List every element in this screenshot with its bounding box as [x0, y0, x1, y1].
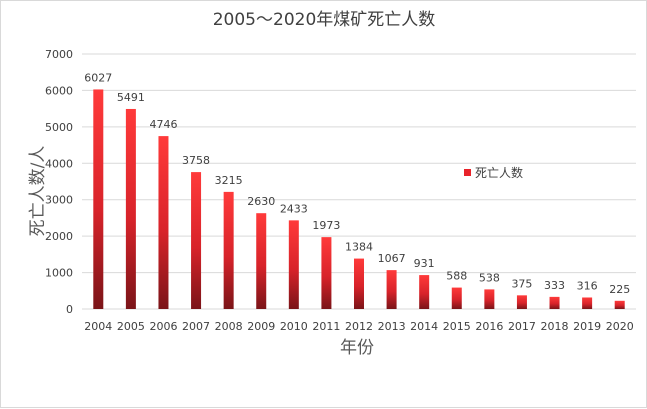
x-tick-label: 2014 [410, 320, 438, 333]
x-tick-label: 2013 [378, 320, 406, 333]
y-tick-label: 0 [66, 303, 73, 316]
y-tick-label: 2000 [45, 230, 73, 243]
chart-title: 2005～2020年煤矿死亡人数 [213, 10, 436, 30]
bar [256, 213, 267, 309]
bar [419, 275, 430, 309]
y-tick-label: 4000 [45, 157, 73, 170]
legend-swatch [464, 169, 471, 176]
bar [191, 172, 202, 309]
data-label: 5491 [117, 91, 145, 104]
data-labels: 6027 5491 4746 3758 3215 2630 2433 1973 1384 1067… [84, 71, 630, 295]
bar [223, 191, 234, 309]
data-label: 1384 [345, 241, 373, 254]
legend-label: 死亡人数 [475, 165, 523, 180]
bar [321, 237, 332, 309]
bar [354, 258, 364, 309]
bars [93, 89, 625, 310]
bar [614, 300, 625, 309]
grid-lines [82, 53, 636, 310]
x-tick-label: 2016 [475, 320, 503, 333]
y-tick-label: 5000 [45, 121, 73, 134]
data-label: 2433 [280, 202, 308, 215]
bar [549, 296, 560, 309]
y-axis-ticks: 0 1000 2000 3000 4000 5000 6000 7000 [45, 48, 73, 316]
x-tick-label: 2010 [280, 320, 308, 333]
data-label: 6027 [84, 71, 112, 84]
x-tick-label: 2006 [149, 320, 177, 333]
x-tick-label: 2012 [345, 320, 373, 333]
x-tick-label: 2018 [541, 320, 569, 333]
data-label: 588 [446, 270, 467, 283]
x-axis-ticks: 2004 2005 2006 2007 2008 2009 2010 2011 2012 2013… [84, 320, 633, 333]
data-label: 4746 [149, 118, 177, 131]
y-tick-label: 6000 [45, 84, 73, 97]
data-label: 225 [609, 283, 630, 296]
x-tick-label: 2019 [573, 320, 601, 333]
data-label: 3758 [182, 154, 210, 167]
bar [288, 220, 299, 309]
y-axis-title: 死亡人数/人 [28, 146, 48, 237]
data-label: 1973 [312, 219, 340, 232]
bar [582, 297, 593, 309]
data-label: 931 [414, 257, 435, 270]
x-tick-label: 2015 [443, 320, 471, 333]
legend: 死亡人数 [464, 165, 523, 180]
x-tick-label: 2011 [312, 320, 340, 333]
bar [125, 108, 136, 310]
y-tick-label: 3000 [45, 194, 73, 207]
x-axis-title: 年份 [340, 338, 374, 358]
y-tick-label: 1000 [45, 267, 73, 280]
data-label: 375 [511, 277, 532, 290]
bar [484, 289, 495, 309]
data-label: 1067 [378, 252, 406, 265]
x-tick-label: 2004 [84, 320, 112, 333]
bar [516, 295, 527, 309]
x-tick-label: 2020 [606, 320, 634, 333]
bar [451, 287, 462, 309]
x-tick-label: 2009 [247, 320, 275, 333]
data-label: 316 [577, 279, 598, 292]
data-label: 538 [479, 271, 500, 284]
data-label: 3215 [215, 174, 243, 187]
x-tick-label: 2005 [117, 320, 145, 333]
data-label: 2630 [247, 195, 275, 208]
x-tick-label: 2008 [215, 320, 243, 333]
data-label: 333 [544, 279, 565, 292]
bar [93, 89, 104, 309]
x-tick-label: 2017 [508, 320, 536, 333]
x-tick-label: 2007 [182, 320, 210, 333]
bar [158, 136, 169, 309]
bar [386, 270, 397, 309]
y-tick-label: 7000 [45, 48, 73, 61]
